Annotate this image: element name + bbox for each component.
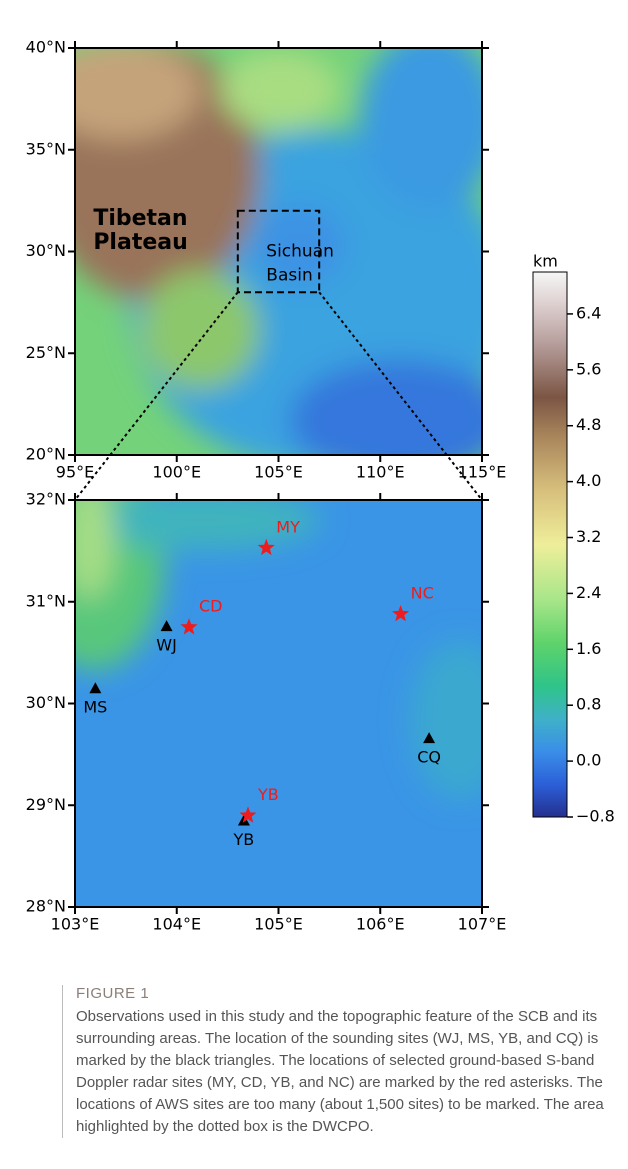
site-marker [239, 806, 257, 823]
colorbar-tick-label: 0.8 [576, 695, 601, 714]
x-tick-label: 110°E [356, 463, 405, 482]
y-tick-label: 30°N [26, 693, 66, 712]
site-marker [257, 538, 275, 556]
site-marker [160, 620, 173, 632]
colorbar-tick-label: 5.6 [576, 359, 601, 378]
y-tick-label: 28°N [26, 897, 66, 916]
site-label: YB [233, 830, 255, 849]
site-label: MS [83, 698, 107, 717]
colorbar-unit: km [533, 252, 558, 271]
colorbar-tick-label: 4.8 [576, 415, 601, 434]
site-label: WJ [156, 636, 177, 655]
site-marker [392, 605, 410, 622]
x-tick-label: 115°E [458, 463, 507, 482]
caption: FIGURE 1 Observations used in this study… [62, 985, 621, 1138]
y-tick-label: 29°N [26, 795, 66, 814]
y-tick-label: 30°N [26, 241, 66, 260]
y-tick-label: 31°N [26, 591, 66, 610]
x-tick-label: 107°E [458, 915, 507, 934]
colorbar-tick-label: 1.6 [576, 639, 601, 658]
y-tick-label: 25°N [26, 343, 66, 362]
site-label: NC [411, 583, 434, 602]
connector [74, 291, 239, 501]
bottom-terrain [75, 500, 482, 907]
colorbar [532, 271, 568, 818]
x-tick-label: 95°E [56, 463, 94, 482]
figure: 95°E 100°E 105°E 110°E 115°E 20°N 25°N 30°N 35°N… [26, 38, 615, 934]
colorbar-tick-label: −0.8 [576, 807, 615, 826]
y-tick-label: 20°N [26, 445, 66, 464]
region-label: Tibetan [93, 206, 187, 231]
site-label: MY [276, 517, 300, 536]
site-label: YB [257, 785, 279, 804]
x-tick-label: 100°E [152, 463, 201, 482]
marks: 95°E 100°E 105°E 110°E 115°E 20°N 25°N 30°N 35°N… [26, 38, 615, 934]
region-label: Plateau [93, 230, 187, 255]
connector [318, 291, 483, 501]
x-tick-label: 105°E [254, 463, 303, 482]
caption-text: Observations used in this study and the … [76, 1008, 604, 1135]
x-tick-label: 106°E [356, 915, 405, 934]
top-terrain [75, 48, 482, 455]
x-tick-label: 104°E [152, 915, 201, 934]
site-label: CD [199, 597, 223, 616]
site-marker [180, 618, 198, 635]
colorbar-tick-label: 6.4 [576, 303, 601, 322]
y-tick-label: 35°N [26, 139, 66, 158]
site-marker [89, 682, 102, 694]
site-marker [423, 732, 436, 744]
site-label: CQ [417, 748, 441, 767]
domain-box [236, 209, 321, 294]
colorbar-tick-label: 0.0 [576, 751, 601, 770]
colorbar-tick-label: 4.0 [576, 471, 601, 490]
y-tick-label: 40°N [26, 38, 66, 57]
colorbar-tick-label: 3.2 [576, 527, 601, 546]
colorbar-tick-label: 2.4 [576, 583, 601, 602]
region-label: Sichuan [266, 242, 334, 262]
region-label: Basin [266, 266, 312, 286]
x-tick-label: 105°E [254, 915, 303, 934]
x-tick-label: 103°E [51, 915, 100, 934]
y-tick-label: 32°N [26, 490, 66, 509]
caption-label: FIGURE 1 [76, 985, 150, 1002]
